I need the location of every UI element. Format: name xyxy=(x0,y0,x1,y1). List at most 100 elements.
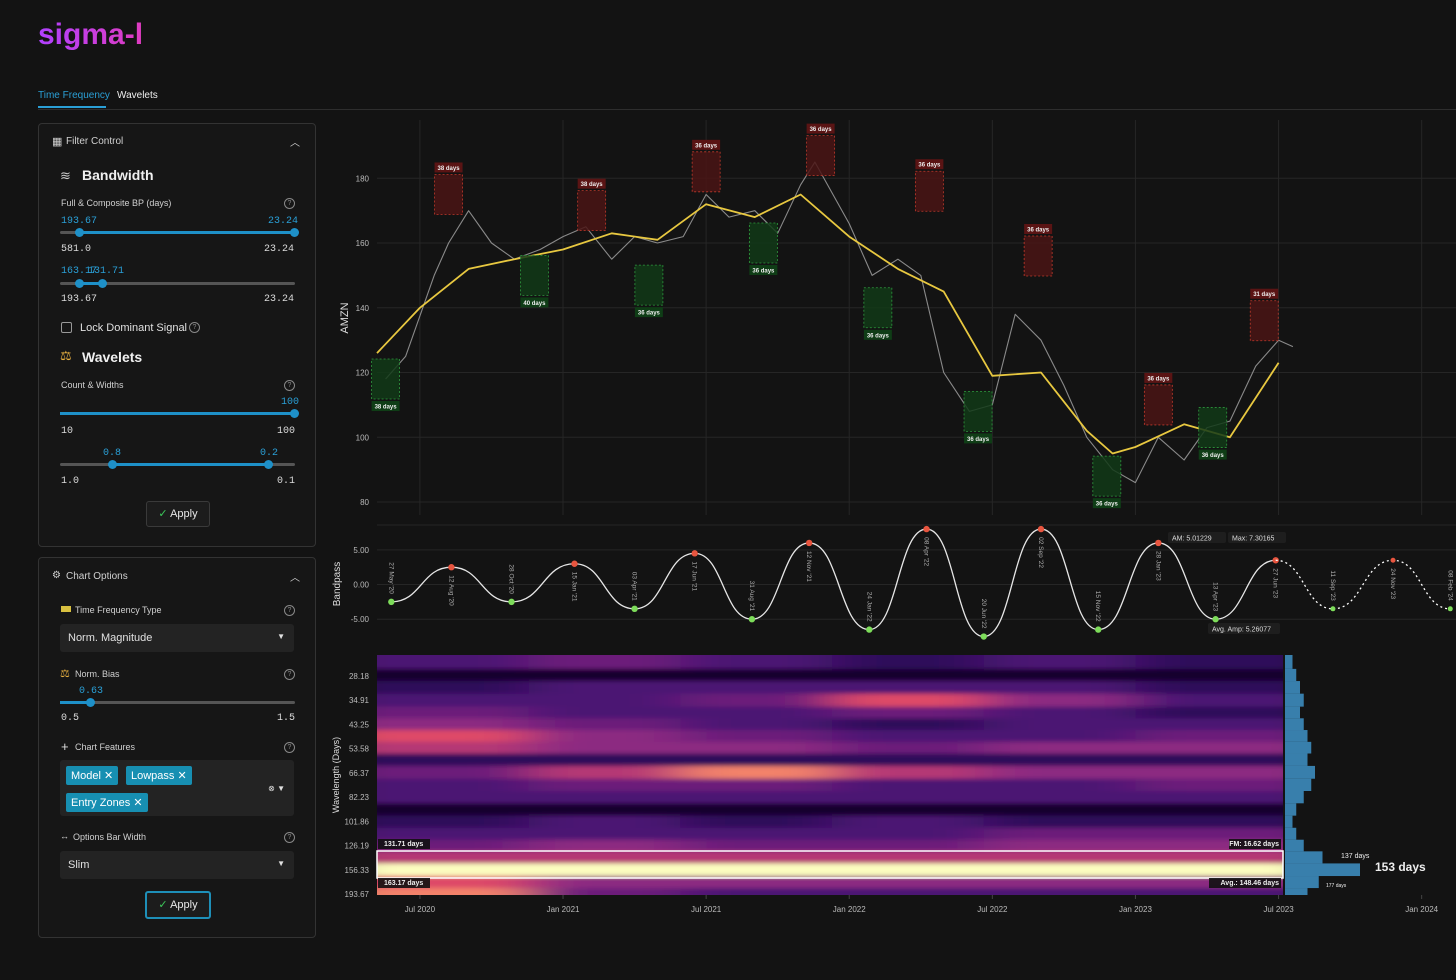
help-icon[interactable]: ? xyxy=(284,380,295,391)
turning-point xyxy=(1212,616,1219,623)
zone-tag xyxy=(915,159,944,170)
slider-min: 10 xyxy=(61,426,74,437)
heat-cell xyxy=(377,693,530,708)
slider-max: 23.24 xyxy=(264,244,295,255)
caret: ▼ xyxy=(277,632,285,641)
annotation: Avg. Amp: 5.26077 xyxy=(1212,627,1271,634)
heat-cell xyxy=(377,888,530,895)
help-icon[interactable]: ? xyxy=(284,605,295,616)
slider-value: 163.17 xyxy=(61,266,98,277)
heat-cell xyxy=(528,668,681,682)
heat-cell xyxy=(983,706,1136,719)
heat-cell xyxy=(1135,681,1283,695)
band-label: Avg.: 148.46 days xyxy=(1221,880,1280,887)
heat-cell xyxy=(832,681,985,695)
help-icon[interactable]: ? xyxy=(284,669,295,680)
heat-cell xyxy=(1135,765,1283,780)
slider-handle[interactable] xyxy=(75,228,84,237)
entry-zone xyxy=(691,151,721,193)
slider-fill xyxy=(60,701,90,704)
zone-label: 40 days xyxy=(523,301,546,307)
turning-point xyxy=(1447,606,1453,612)
point-label: 28 Oct '20 xyxy=(508,564,515,594)
slider-handle[interactable] xyxy=(98,279,107,288)
collapse[interactable]: ︿ xyxy=(290,138,300,149)
tab[interactable]: Time Frequency xyxy=(38,90,110,101)
slider-min: 193.67 xyxy=(61,294,98,305)
slider[interactable] xyxy=(60,282,295,285)
tag-label: Model xyxy=(71,770,101,782)
zone-label: 36 days xyxy=(867,333,890,339)
heat-cell xyxy=(832,741,985,755)
slider-handle[interactable] xyxy=(108,460,117,469)
spectrum-label: 177 days xyxy=(1326,883,1347,889)
band-highlight xyxy=(376,850,1284,879)
heat-cell xyxy=(1135,815,1283,829)
entry-zone xyxy=(963,390,993,432)
zone-tag xyxy=(1024,223,1053,234)
band-tag xyxy=(1229,839,1281,849)
heat-cell xyxy=(680,815,833,829)
help-icon[interactable]: ? xyxy=(284,198,295,209)
help-icon[interactable]: ? xyxy=(284,742,295,753)
collapse[interactable]: ︿ xyxy=(290,573,300,584)
slider-handle[interactable] xyxy=(290,409,299,418)
spectrum-bar xyxy=(1285,851,1323,864)
heat-cell xyxy=(680,718,833,731)
entry-zone xyxy=(748,222,778,264)
tab[interactable]: Wavelets xyxy=(117,90,158,101)
heat-cell xyxy=(832,863,985,877)
select[interactable]: Norm. Magnitude ▼ xyxy=(60,624,294,652)
entry-zone xyxy=(806,135,836,177)
point-label: 08 Feb '24 xyxy=(1446,570,1453,601)
slider-handle[interactable] xyxy=(86,698,95,707)
entry-zone xyxy=(1249,300,1279,342)
zone-label: 38 days xyxy=(581,182,604,188)
select[interactable]: Slim ▼ xyxy=(60,851,294,879)
help-icon[interactable]: ? xyxy=(189,322,200,333)
checkbox-label[interactable]: Lock Dominant Signal xyxy=(80,322,188,334)
point-label: 02 Sep '22 xyxy=(1037,537,1044,568)
annotation-box xyxy=(1168,532,1226,543)
point-label: 12 Nov '21 xyxy=(805,551,812,582)
heat-cell xyxy=(528,827,681,841)
slider[interactable] xyxy=(60,701,295,704)
heat-cell xyxy=(1135,778,1283,792)
heat-cell xyxy=(528,706,681,719)
slider-handle[interactable] xyxy=(264,460,273,469)
turning-point xyxy=(448,564,455,571)
zone-tag xyxy=(1198,449,1227,460)
zone-tag xyxy=(692,139,721,150)
checkbox[interactable] xyxy=(61,322,72,333)
tag-label: Lowpass xyxy=(131,770,175,782)
price-line xyxy=(385,161,1294,484)
heat-cell xyxy=(1135,791,1283,804)
help-icon[interactable]: ? xyxy=(284,832,295,843)
y-tick-label: 43.25 xyxy=(349,720,370,729)
heat-cell xyxy=(377,803,530,817)
spectrum-label: 153 days xyxy=(1375,860,1426,874)
slider-value: 0.63 xyxy=(79,686,104,697)
heat-cell xyxy=(680,778,833,792)
heat-cell xyxy=(1135,655,1283,670)
tag[interactable]: Model ✕ xyxy=(66,766,119,785)
caret: ▼ xyxy=(277,859,285,868)
tag[interactable]: Entry Zones ✕ xyxy=(66,793,148,812)
grid-icon: ▦ xyxy=(52,136,63,148)
zone-tag xyxy=(964,433,993,444)
label: Full & Composite BP (days) xyxy=(61,198,172,208)
slider[interactable] xyxy=(60,412,295,415)
tag[interactable]: Lowpass ✕ xyxy=(126,766,192,785)
section-title: Wavelets xyxy=(82,349,143,365)
check-icon: ✓ xyxy=(158,899,171,911)
x-tick-label: Jul 2023 xyxy=(1263,905,1294,914)
slider-max: 0.1 xyxy=(277,476,296,487)
label: Norm. Bias xyxy=(75,669,120,679)
zone-label: 36 days xyxy=(1202,453,1225,459)
heat-cell xyxy=(832,839,985,852)
apply-button[interactable]: ✓ Apply xyxy=(145,891,211,919)
apply-button[interactable]: ✓ Apply xyxy=(146,501,210,527)
slider-handle[interactable] xyxy=(75,279,84,288)
slider-handle[interactable] xyxy=(290,228,299,237)
heat-cell xyxy=(983,765,1136,780)
